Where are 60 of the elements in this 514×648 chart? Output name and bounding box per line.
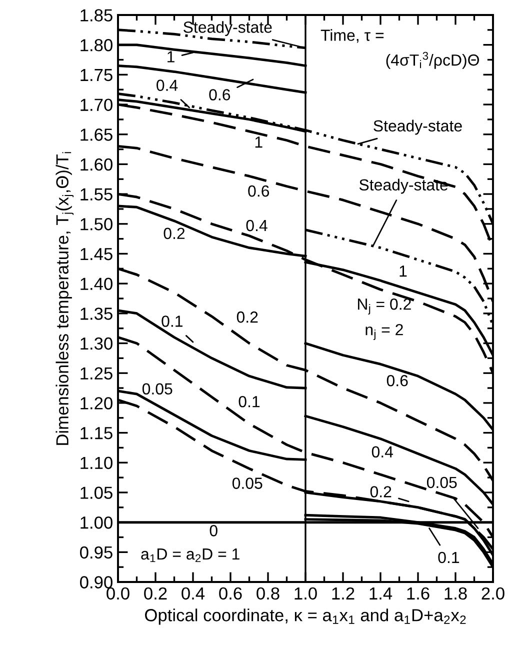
annotation: 0.6 (248, 185, 270, 197)
y-tick-label: 1.60 (80, 158, 112, 171)
y-tick-label: 1.05 (80, 486, 112, 499)
annotation: 0 (210, 525, 218, 536)
annotation: 0.1 (438, 552, 460, 564)
annotation: Steady-state (184, 21, 272, 36)
annotation: 0.6 (386, 375, 408, 386)
x-tick-label: 0.2 (144, 587, 167, 600)
annotation: 1 (255, 136, 262, 148)
y-tick-label: 1.85 (80, 9, 112, 22)
annotation: 0.05 (232, 478, 262, 489)
y-tick-label: 1.80 (80, 39, 112, 52)
annotation: 0.2 (236, 311, 258, 323)
text: Optical coordinate, κ = a$_{1}$x$_{1}$ and a$_{1}$D+a$_{2}$x$_{2}$ (145, 608, 466, 625)
y-tick-label: 1.35 (80, 308, 112, 320)
x-tick-label: 1.6 (407, 587, 430, 600)
annotation: Time, τ = (320, 29, 384, 43)
annotation: 0.1 (238, 396, 260, 408)
x-tick-label: 0.6 (219, 587, 242, 600)
y-tick-label: 1.15 (80, 427, 112, 440)
y-tick-label: 1.50 (80, 218, 112, 230)
y-tick-label: 1.65 (80, 128, 112, 141)
y-tick-label: 1.70 (80, 98, 112, 111)
annotation: 0.1 (162, 316, 182, 327)
x-tick-label: 0.8 (256, 587, 280, 600)
annotation: 0.05 (142, 383, 172, 395)
x-tick-label: 1.4 (370, 588, 392, 600)
annotation: 0.2 (164, 228, 185, 240)
y-tick-label: 1.75 (80, 69, 112, 82)
annotation: 0.2 (370, 486, 392, 498)
annotation: 0.6 (209, 89, 230, 100)
y-tick-label: 1.40 (80, 278, 112, 290)
y-axis-title: Dimensionless temperature, T$_{j}$(x$_{j}$,Θ)/T$_{i}$ (56, 152, 74, 445)
annotation: 0.4 (156, 80, 178, 91)
y-tick-label: 1.55 (80, 188, 112, 201)
y-tick-label: 1.20 (80, 397, 112, 410)
annotation: 0.4 (246, 220, 268, 232)
annotation: Steady-state (374, 120, 462, 135)
y-tick-label: 0.90 (80, 576, 112, 588)
y-tick-label: 1.00 (80, 516, 112, 529)
x-tick-label: 0.0 (106, 587, 130, 600)
x-tick-label: 0.4 (182, 587, 205, 600)
annotation: a$_{1}$D = a$_{2}$D = 1 (141, 548, 240, 562)
x-tick-label: 1.8 (444, 587, 467, 600)
y-tick-label: 1.25 (80, 367, 112, 380)
annotation: 1 (168, 51, 174, 62)
x-tick-label: 1.2 (332, 587, 354, 600)
y-tick-label: 1.30 (80, 337, 112, 350)
annotation: 0.05 (426, 476, 457, 488)
annotation: 0.4 (372, 446, 394, 458)
y-tick-label: 1.10 (80, 456, 112, 470)
y-tick-label: 1.45 (80, 248, 112, 260)
y-tick-label: 0.95 (80, 546, 112, 559)
annotation: 1 (400, 266, 407, 277)
annotation: Steady-state (359, 178, 448, 194)
x-tick-label: 2.0 (482, 587, 504, 600)
annotation: (4σT$_{i}$$^{3}$/ρcD)Θ (386, 52, 479, 69)
x-tick-label: 1.0 (294, 587, 317, 600)
annotation: N$_{j}$ = 0.2 (358, 298, 411, 315)
annotation: n$_{j}$ = 2 (366, 324, 403, 340)
